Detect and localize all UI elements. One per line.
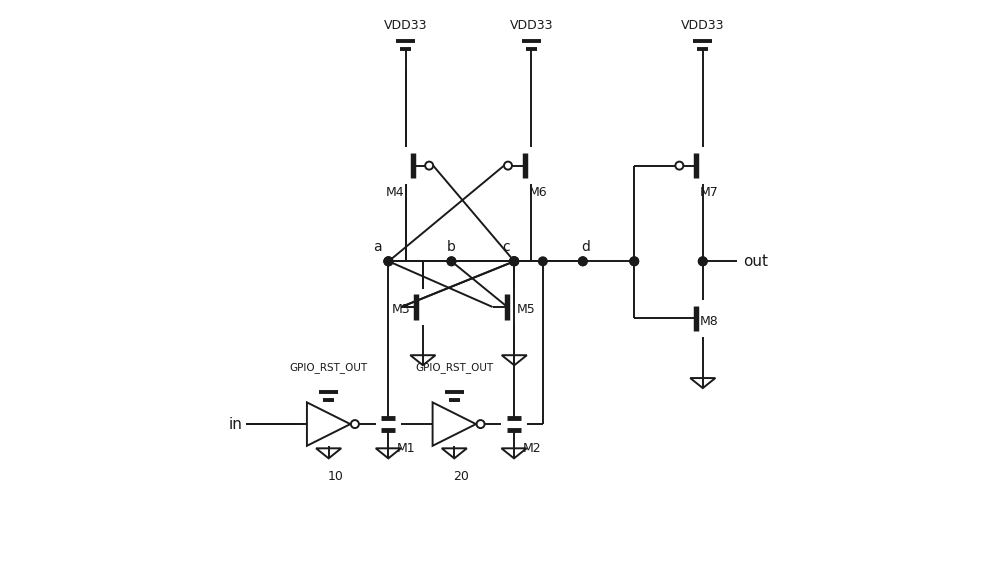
Circle shape [579,257,587,266]
Text: M3: M3 [391,303,410,316]
Circle shape [675,162,683,169]
Circle shape [447,257,456,266]
Circle shape [698,257,707,266]
Circle shape [698,257,707,266]
Circle shape [477,420,485,428]
Circle shape [384,257,393,266]
Text: M1: M1 [397,441,416,455]
Text: M8: M8 [700,315,719,328]
Text: M5: M5 [517,303,536,316]
Text: VDD33: VDD33 [510,19,553,32]
Text: M6: M6 [529,185,547,199]
Circle shape [384,257,393,266]
Circle shape [539,257,547,266]
Text: out: out [743,254,768,269]
Circle shape [579,257,587,266]
Circle shape [630,257,639,266]
Circle shape [510,257,518,266]
Circle shape [504,162,512,169]
Circle shape [510,257,519,266]
Text: M4: M4 [386,185,404,199]
Text: M7: M7 [700,185,719,199]
Text: c: c [502,241,510,254]
Circle shape [351,420,359,428]
Text: VDD33: VDD33 [384,19,427,32]
Circle shape [425,162,433,169]
Text: M2: M2 [523,441,541,455]
Text: VDD33: VDD33 [681,19,725,32]
Text: in: in [229,417,243,432]
Circle shape [630,257,639,266]
Text: a: a [373,241,381,254]
Text: 10: 10 [328,470,343,483]
Circle shape [510,257,518,266]
Text: GPIO_RST_OUT: GPIO_RST_OUT [290,362,368,373]
Circle shape [384,257,393,266]
Text: GPIO_RST_OUT: GPIO_RST_OUT [415,362,493,373]
Circle shape [510,257,519,266]
Text: 20: 20 [453,470,469,483]
Text: b: b [447,241,456,254]
Circle shape [447,257,456,266]
Text: d: d [581,241,590,254]
